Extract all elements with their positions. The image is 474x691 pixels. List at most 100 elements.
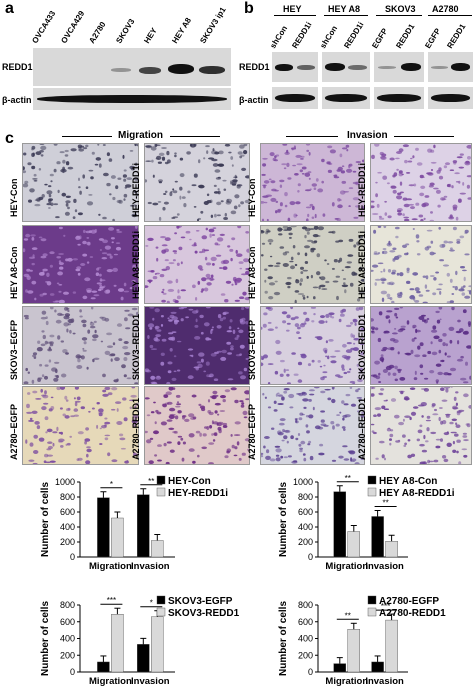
bar [371, 516, 384, 558]
panel-b-row-redd1: REDD1 [239, 62, 270, 72]
blot-band [139, 67, 161, 74]
micrograph-image [260, 386, 365, 465]
micrograph-row-label: HEY-REDD1i [357, 162, 367, 217]
micrograph-image [370, 306, 472, 385]
migration-title: Migration [118, 130, 163, 141]
micrograph-image [22, 143, 139, 222]
y-tick-label: 800 [60, 600, 75, 610]
lane-label: HEY [142, 26, 159, 45]
panel-b-row-actin: β-actin [239, 95, 269, 105]
legend-swatch [156, 607, 166, 617]
y-tick-label: 400 [60, 634, 75, 644]
legend-label: HEY-Con [168, 476, 211, 487]
bar [151, 616, 164, 673]
y-tick-label: 800 [60, 492, 75, 502]
micrograph-image [22, 306, 139, 385]
y-axis-label: Number of cells [40, 482, 51, 557]
invasion-rule [286, 136, 338, 137]
blot-actin [322, 87, 370, 109]
legend-label: SKOV3-EGFP [168, 596, 233, 607]
micrograph-row-label: HEY A8-Con [247, 246, 257, 299]
x-tick-label: Invasion [365, 561, 404, 572]
y-tick-label: 600 [60, 617, 75, 627]
y-tick-label: 200 [60, 650, 75, 660]
significance-mark: * [110, 480, 113, 489]
group-underline [376, 15, 422, 16]
bar [97, 497, 110, 558]
panel-a-label: a [5, 0, 14, 17]
legend-swatch [367, 595, 377, 605]
lane-label: HEY A8 [170, 16, 194, 45]
lane-label: SKOV3 [114, 17, 137, 45]
migration-rule [170, 136, 220, 137]
y-tick-label: 1000 [293, 477, 313, 487]
bar [333, 663, 346, 673]
bar [151, 540, 164, 558]
significance-mark: ** [382, 499, 388, 508]
micrograph-row-label: SKOV3–EGFP [9, 319, 19, 380]
legend-label: HEY A8-REDD1i [379, 488, 455, 499]
y-tick-label: 800 [298, 492, 313, 502]
micrograph-image [22, 225, 139, 304]
bar [371, 661, 384, 673]
panel-a-actin-blot [33, 88, 231, 110]
lane-label: SKOV3 ip1 [198, 5, 228, 45]
micrograph-image [260, 225, 365, 304]
x-tick-label: Migration [325, 676, 368, 687]
lane-label: shCon [318, 24, 340, 50]
blot-band [168, 64, 194, 74]
panel-c-label: c [5, 130, 14, 147]
x-tick-label: Migration [89, 561, 132, 572]
micrograph-row-label: A2780–EGFP [247, 403, 257, 460]
y-tick-label: 400 [298, 634, 313, 644]
blot-hey [272, 52, 318, 82]
blot-actin [428, 87, 473, 109]
group-underline [274, 15, 316, 16]
micrograph-image [144, 225, 250, 304]
blot-band [275, 94, 315, 102]
micrograph-row-label: A2780–REDD1 [357, 397, 367, 460]
blot-band [431, 66, 448, 69]
legend-label: A2780-REDD1 [379, 608, 446, 619]
lane-label: REDD1i [342, 20, 366, 50]
lane-label: OVCA433 [30, 9, 58, 45]
bar [111, 517, 124, 558]
lane-label: OVCA429 [59, 9, 87, 45]
legend-swatch [156, 475, 166, 485]
micrograph-row-label: HEY A8-Con [9, 246, 19, 299]
y-tick-label: 800 [298, 600, 313, 610]
x-tick-label: Migration [325, 561, 368, 572]
blot-actin [272, 87, 318, 109]
lane-label: REDD1 [394, 22, 417, 50]
migration-rule [62, 136, 112, 137]
x-tick-label: Invasion [131, 561, 170, 572]
bar [97, 661, 110, 673]
significance-mark: *** [107, 596, 116, 605]
y-tick-label: 200 [298, 537, 313, 547]
micrograph-image [260, 143, 365, 222]
blot-band [325, 94, 367, 102]
micrograph-image [370, 143, 472, 222]
bar [347, 531, 360, 558]
panel-b-group-skov3: SKOV3 [385, 4, 416, 14]
significance-mark: *** [381, 602, 390, 611]
bar [137, 494, 150, 558]
panel-a-redd1-blot [33, 48, 231, 86]
bar [137, 644, 150, 673]
lane-label: EGFP [423, 26, 443, 50]
y-axis-label: Number of cells [40, 601, 51, 676]
blot-band [451, 63, 470, 71]
group-underline [428, 15, 472, 16]
blot-band [348, 65, 367, 70]
legend-label: HEY-REDD1i [168, 488, 228, 499]
blot-band [401, 63, 421, 71]
legend-label: SKOV3-REDD1 [168, 608, 240, 619]
micrograph-image [144, 143, 250, 222]
blot-band [431, 94, 470, 102]
panel-b-group-hey: HEY [283, 4, 302, 14]
micrograph-row-label: HEY-Con [247, 178, 257, 217]
bar [111, 614, 124, 673]
blot-band [275, 64, 293, 71]
invasion-rule [394, 136, 454, 137]
panel-a-row-actin: β-actin [2, 95, 32, 105]
